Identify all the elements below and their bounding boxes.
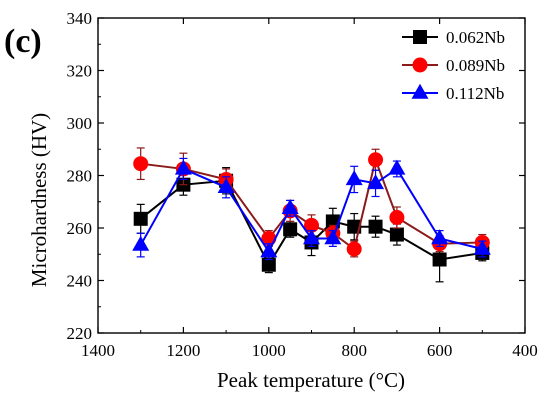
data-point xyxy=(431,229,449,245)
legend-marker xyxy=(413,30,427,44)
plot-layer xyxy=(132,147,491,283)
data-point xyxy=(133,156,149,172)
y-tick-label: 340 xyxy=(67,9,93,28)
data-point xyxy=(304,217,319,233)
x-axis-title: Peak temperature (°C) xyxy=(217,368,405,392)
series-line xyxy=(139,167,483,254)
data-point xyxy=(346,241,362,257)
legend-label: 0.112Nb xyxy=(446,84,504,103)
legend-label: 0.062Nb xyxy=(446,28,505,47)
legend-marker xyxy=(412,57,428,73)
axis-layer: 1400 1200 1000 800 600 400 220 240 260 280 300 320 3… xyxy=(67,9,538,360)
legend: 0.062Nb 0.089Nb 0.112Nb xyxy=(402,28,505,103)
y-tick-label: 320 xyxy=(67,62,93,81)
series-0.112Nb xyxy=(132,157,491,261)
data-point xyxy=(283,222,298,237)
x-tick-label: 400 xyxy=(512,341,538,360)
data-point xyxy=(345,170,363,186)
x-tick-label: 1400 xyxy=(81,341,115,360)
data-point xyxy=(260,242,278,258)
data-point xyxy=(281,199,299,215)
panel-label: (c) xyxy=(4,23,42,60)
data-point xyxy=(388,159,406,175)
data-point xyxy=(368,152,384,168)
x-tick-label: 1200 xyxy=(166,341,200,360)
y-tick-label: 260 xyxy=(67,219,93,238)
x-tick-label: 800 xyxy=(341,341,367,360)
legend-marker xyxy=(411,83,429,99)
y-tick-label: 280 xyxy=(67,167,93,186)
data-point xyxy=(368,219,383,234)
y-tick-label: 240 xyxy=(67,272,93,291)
y-tick-label: 300 xyxy=(67,114,93,133)
data-point xyxy=(132,235,150,251)
data-point xyxy=(324,229,342,245)
y-axis-title: Microhardness (HV) xyxy=(27,113,51,287)
data-point xyxy=(389,210,405,225)
x-tick-label: 1000 xyxy=(252,341,286,360)
data-point xyxy=(389,227,404,242)
data-point xyxy=(303,229,320,245)
data-point xyxy=(432,252,447,267)
data-point xyxy=(217,178,235,194)
x-tick-label: 600 xyxy=(427,341,453,360)
data-point xyxy=(133,211,148,226)
data-point xyxy=(174,159,192,175)
data-point xyxy=(367,174,385,190)
data-point xyxy=(261,257,276,272)
data-point xyxy=(473,239,491,255)
y-tick-label: 220 xyxy=(67,324,93,343)
legend-label: 0.089Nb xyxy=(446,56,505,75)
